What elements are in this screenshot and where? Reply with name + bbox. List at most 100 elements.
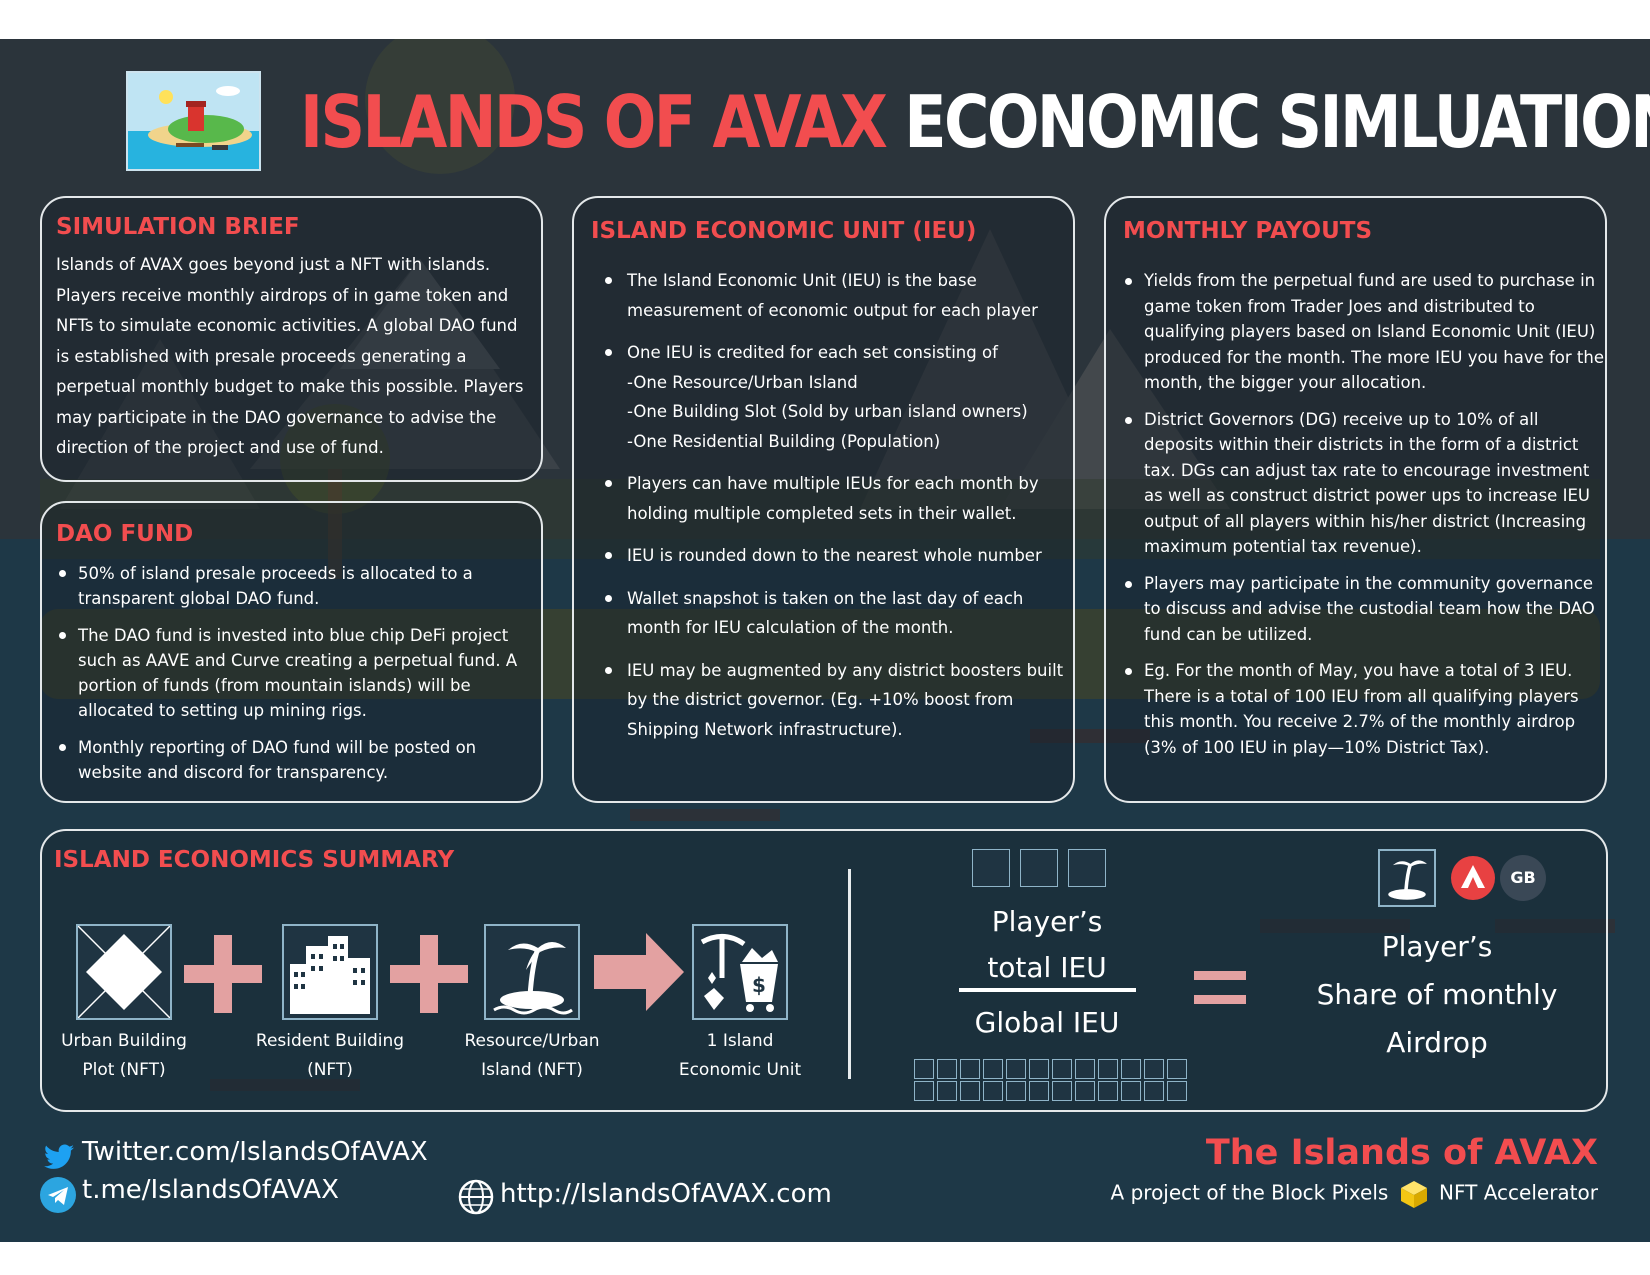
result-label-line: Player’s [1381, 930, 1493, 963]
ieu-set-line: One IEU is credited for each set consist… [627, 343, 998, 362]
monthly-payouts-panel: MONTHLY PAYOUTS Yields from the perpetua… [1104, 196, 1607, 803]
gb-logo-icon: GB [1500, 855, 1546, 901]
resident-building-label-line: (NFT) [307, 1060, 353, 1080]
result-label-line: Share of monthly [1316, 978, 1558, 1011]
plus-icon [390, 935, 468, 1013]
urban-plot-label: Urban Building Plot (NFT) [44, 1027, 204, 1085]
mining-cart-icon [1052, 1059, 1072, 1079]
mining-cart-icon [1075, 1059, 1095, 1079]
telegram-link[interactable]: t.me/IslandsOfAVAX [82, 1175, 339, 1205]
list-item: One IEU is credited for each set consist… [602, 338, 1072, 456]
island-label-line: Resource/Urban [464, 1031, 600, 1051]
island-logo-icon [128, 73, 259, 169]
list-item: Yields from the perpetual fund are used … [1122, 268, 1604, 396]
svg-text:$: $ [752, 973, 766, 997]
twitter-icon [44, 1144, 74, 1169]
mining-cart-icon [1167, 1059, 1187, 1079]
result-label-line: Airdrop [1386, 1026, 1488, 1059]
palm-island-icon [484, 924, 580, 1020]
island-logo [126, 71, 261, 171]
mining-cart-icon [1167, 1081, 1187, 1101]
mining-cart-icon [1098, 1081, 1118, 1101]
ieu-set-line: -One Building Slot (Sold by urban island… [627, 402, 1028, 421]
ieu-set-line: -One Residential Building (Population) [627, 431, 941, 451]
mining-cart-icon [960, 1059, 980, 1079]
mining-cart-icon [983, 1059, 1003, 1079]
list-item: The Island Economic Unit (IEU) is the ba… [602, 266, 1072, 325]
mining-cart-icon [1121, 1059, 1141, 1079]
mining-cart-icon [1029, 1081, 1049, 1101]
brand-tagline: A project of the Block Pixels NFT Accele… [1080, 1179, 1598, 1209]
list-item: 50% of island presale proceeds is alloca… [56, 561, 534, 611]
simulation-brief-body: Islands of AVAX goes beyond just a NFT w… [56, 255, 524, 457]
plus-icon [184, 935, 262, 1013]
globe-icon [458, 1179, 494, 1215]
mining-cart-icon [972, 849, 1010, 887]
island-label-line: Island (NFT) [481, 1060, 583, 1080]
economic-unit-label-line: Economic Unit [678, 1060, 802, 1080]
mining-cart-icon [1075, 1081, 1095, 1101]
list-item: Players may participate in the community… [1122, 571, 1604, 648]
ieu-heading: ISLAND ECONOMIC UNIT (IEU) [591, 218, 977, 244]
monthly-payouts-list: Yields from the perpetual fund are used … [1122, 268, 1604, 771]
mining-cart-icon [1144, 1081, 1164, 1101]
list-item: Monthly reporting of DAO fund will be po… [56, 735, 534, 785]
arrow-right-icon [594, 933, 684, 1011]
twitter-link[interactable]: Twitter.com/IslandsOfAVAX [82, 1137, 428, 1167]
title-red-part: ISLANDS OF AVAX [300, 80, 888, 164]
list-item: Eg. For the month of May, you have a tot… [1122, 658, 1604, 760]
mining-cart-icon [983, 1081, 1003, 1101]
mining-cart-icon: $ [692, 924, 788, 1020]
list-item: IEU is rounded down to the nearest whole… [602, 541, 1072, 571]
list-item: Wallet snapshot is taken on the last day… [602, 584, 1072, 643]
tagline-post: NFT Accelerator [1439, 1180, 1598, 1205]
poster: ISLANDS OF AVAX ECONOMIC SIMLUATION SIMU… [0, 39, 1650, 1242]
fraction-numerator: Player’s total IEU [947, 899, 1147, 991]
mining-cart-icon [937, 1059, 957, 1079]
mining-cart-icon [1006, 1081, 1026, 1101]
avalanche-logo-icon [1451, 856, 1495, 900]
list-item: Players can have multiple IEUs for each … [602, 469, 1072, 528]
website-link[interactable]: http://IslandsOfAVAX.com [500, 1179, 832, 1209]
mining-cart-icon [1121, 1081, 1141, 1101]
economic-unit-label-line: 1 Island [706, 1031, 774, 1051]
numerator-line: Player’s [991, 905, 1103, 938]
dao-fund-heading: DAO FUND [56, 521, 194, 547]
summary-divider [848, 869, 851, 1079]
mining-cart-icon [1068, 849, 1106, 887]
title-white-part: ECONOMIC SIMLUATION [904, 80, 1650, 164]
brand-title: The Islands of AVAX [1205, 1133, 1598, 1173]
telegram-icon [40, 1177, 76, 1213]
numerator-line: total IEU [987, 951, 1107, 984]
equals-icon [1194, 971, 1246, 1004]
dao-fund-list: 50% of island presale proceeds is alloca… [56, 561, 534, 797]
monthly-payouts-heading: MONTHLY PAYOUTS [1123, 218, 1373, 244]
building-icon [282, 924, 378, 1020]
urban-plot-label-line: Plot (NFT) [82, 1060, 166, 1080]
mining-cart-icon [914, 1081, 934, 1101]
list-item: The DAO fund is invested into blue chip … [56, 623, 534, 723]
fraction-bar [959, 988, 1136, 992]
list-item: District Governors (DG) receive up to 10… [1122, 407, 1604, 560]
mining-cart-icon [937, 1081, 957, 1101]
list-item: IEU may be augmented by any district boo… [602, 656, 1072, 745]
ieu-panel: ISLAND ECONOMIC UNIT (IEU) The Island Ec… [572, 196, 1075, 803]
mining-cart-icon [1098, 1059, 1118, 1079]
mining-cart-icon [1029, 1059, 1049, 1079]
mining-cart-icon [1006, 1059, 1026, 1079]
economics-summary-heading: ISLAND ECONOMICS SUMMARY [54, 847, 455, 873]
island-label: Resource/Urban Island (NFT) [452, 1027, 612, 1085]
resident-building-label-line: Resident Building [255, 1031, 405, 1051]
palm-island-icon [1378, 849, 1436, 907]
mining-cart-icon [1144, 1059, 1164, 1079]
economic-unit-label: 1 Island Economic Unit [660, 1027, 820, 1085]
simulation-brief-heading: SIMULATION BRIEF [56, 214, 300, 240]
tagline-pre: A project of the Block Pixels [1110, 1180, 1389, 1205]
dao-fund-panel: DAO FUND 50% of island presale proceeds … [40, 501, 543, 803]
fraction-denominator: Global IEU [974, 1006, 1120, 1039]
ieu-list: The Island Economic Unit (IEU) is the ba… [602, 266, 1072, 757]
mining-cart-icon [1020, 849, 1058, 887]
cube-icon [1400, 1181, 1427, 1208]
ieu-set-line: -One Resource/Urban Island [627, 372, 858, 392]
mining-cart-icon [914, 1059, 934, 1079]
